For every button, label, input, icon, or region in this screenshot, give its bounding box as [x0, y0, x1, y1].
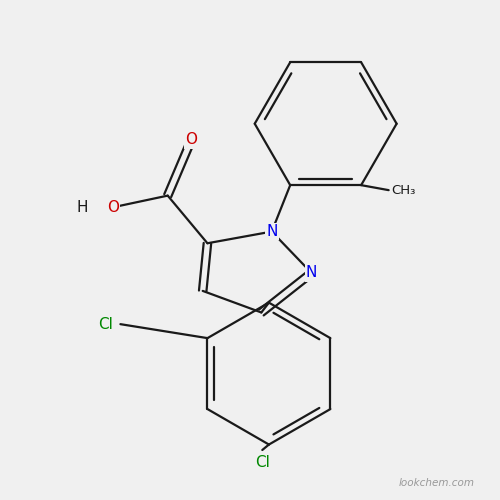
Text: Cl: Cl [98, 316, 113, 332]
Text: O: O [186, 132, 198, 148]
Text: lookchem.com: lookchem.com [399, 478, 475, 488]
Text: CH₃: CH₃ [391, 184, 415, 196]
Text: N: N [266, 224, 278, 239]
Text: O: O [107, 200, 119, 215]
Text: Cl: Cl [255, 455, 270, 470]
Text: N: N [306, 266, 317, 280]
Text: H: H [77, 200, 88, 215]
